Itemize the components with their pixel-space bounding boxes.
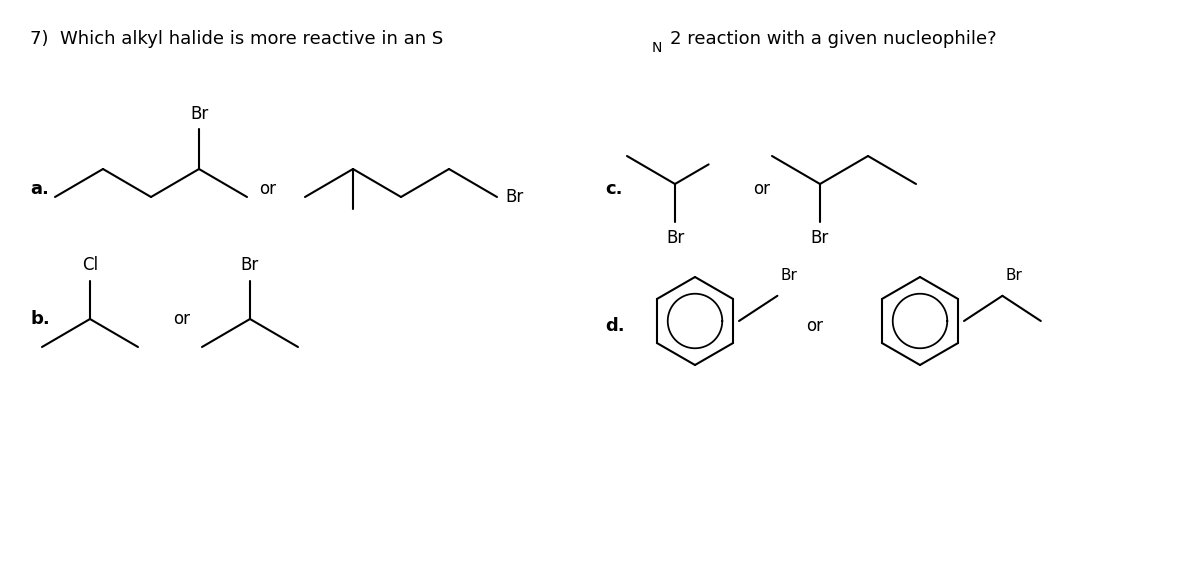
- Text: Br: Br: [780, 268, 797, 284]
- Text: Br: Br: [241, 256, 259, 274]
- Text: b.: b.: [30, 310, 49, 328]
- Text: N: N: [652, 41, 662, 55]
- Text: 7)  Which alkyl halide is more reactive in an S: 7) Which alkyl halide is more reactive i…: [30, 30, 443, 48]
- Text: 2 reaction with a given nucleophile?: 2 reaction with a given nucleophile?: [670, 30, 997, 48]
- Text: d.: d.: [605, 317, 625, 335]
- Text: c.: c.: [605, 180, 623, 198]
- Text: Br: Br: [666, 229, 684, 247]
- Text: or: or: [806, 317, 823, 335]
- Text: or: or: [259, 180, 276, 198]
- Text: Br: Br: [505, 188, 523, 206]
- Text: or: or: [754, 180, 770, 198]
- Text: Cl: Cl: [82, 256, 98, 274]
- Text: Br: Br: [190, 105, 208, 123]
- Text: Br: Br: [1006, 268, 1022, 284]
- Text: or: or: [174, 310, 191, 328]
- Text: Br: Br: [811, 229, 829, 247]
- Text: a.: a.: [30, 180, 49, 198]
